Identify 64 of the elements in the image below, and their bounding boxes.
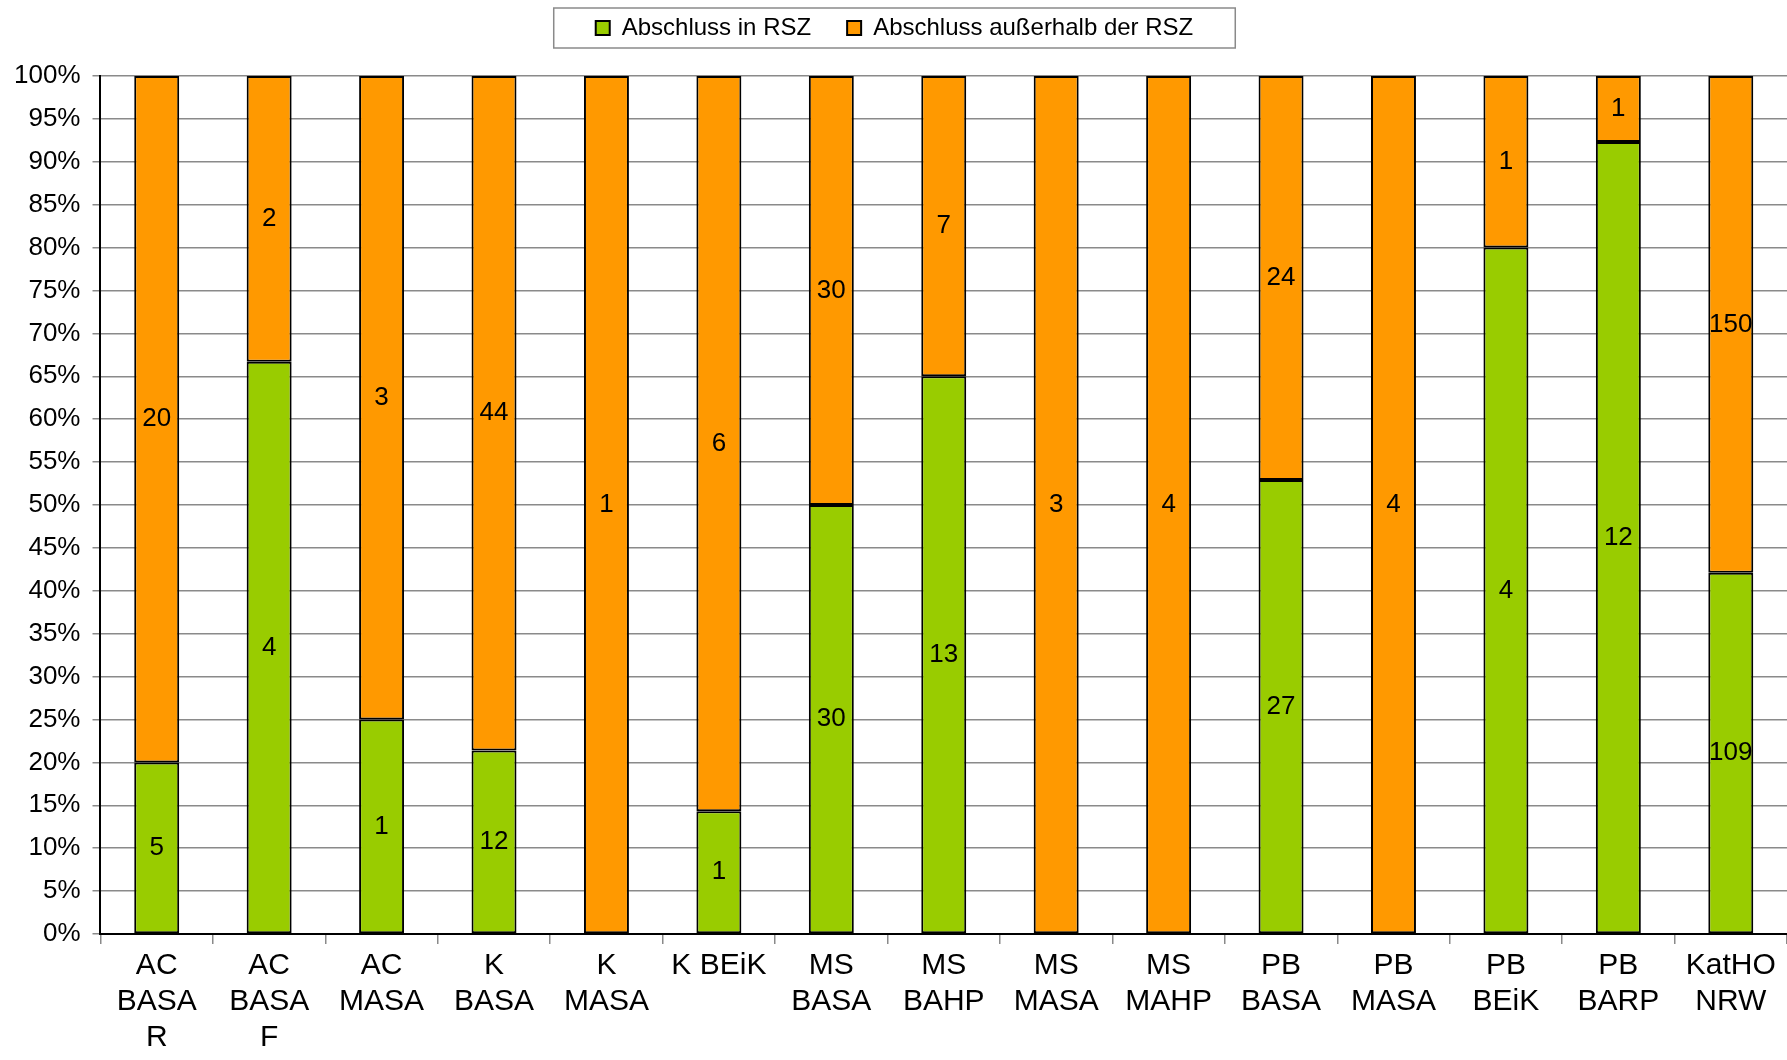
annotation: 3	[1048, 487, 1064, 518]
x-tick-label: MS BAHP	[902, 947, 985, 1017]
annotation: 1	[1611, 92, 1626, 123]
y-tick-label: 30%	[28, 659, 81, 690]
y-tick-label: 60%	[28, 402, 81, 433]
y-tick-label: 45%	[28, 531, 81, 562]
y-tick-label: 85%	[28, 187, 81, 218]
annotation: 12	[1603, 520, 1633, 551]
x-tick-label: AC BASA R	[116, 947, 197, 1053]
annotation: 30	[816, 273, 846, 304]
y-tick-label: 0%	[42, 917, 81, 948]
x-tick-label: K MASA	[563, 947, 649, 1017]
y-tick-label: 80%	[28, 230, 81, 261]
y-tick-label: 55%	[28, 445, 81, 476]
annotation: 1	[599, 487, 614, 518]
annotation: 1	[1498, 144, 1514, 175]
x-tick-label: PB BEiK	[1472, 947, 1540, 1017]
x-tick-label: MS MAHP	[1125, 947, 1212, 1017]
legend-label: Abschluss in RSZ	[621, 12, 812, 40]
annotation: 5	[149, 831, 164, 861]
x-tick-label: AC BASA F	[229, 947, 310, 1053]
x-tick-label: MS BASA	[791, 947, 872, 1017]
y-tick-label: 15%	[28, 788, 81, 819]
annotation: 13	[929, 637, 959, 668]
annotation: 109	[1709, 736, 1753, 767]
legend-label: Abschluss außerhalb der RSZ	[873, 12, 1194, 40]
annotation: 4	[261, 630, 277, 661]
y-tick-label: 100%	[14, 59, 81, 90]
annotation: 27	[1266, 689, 1296, 720]
y-tick-label: 65%	[28, 359, 81, 390]
y-tick-label: 90%	[28, 144, 81, 175]
x-tick-label: KatHO NRW	[1685, 947, 1776, 1017]
x-tick-label: AC MASA	[339, 947, 425, 1017]
y-tick-label: 70%	[28, 316, 81, 347]
x-tick-label: K BEiK	[671, 947, 767, 981]
annotation: 24	[1266, 261, 1296, 292]
x-tick-label: K BASA	[453, 947, 535, 1017]
annotation: 12	[479, 824, 509, 855]
annotation: 20	[142, 402, 172, 433]
y-tick-label: 20%	[28, 745, 81, 776]
annotation: 3	[374, 380, 389, 411]
annotation: 7	[936, 209, 951, 240]
x-tick-label: PB BASA	[1241, 947, 1322, 1017]
y-tick-label: 40%	[28, 573, 81, 604]
y-tick-label: 25%	[28, 702, 81, 733]
annotation: 1	[711, 855, 727, 886]
annotation: 150	[1709, 307, 1753, 338]
annotation: 4	[1161, 487, 1176, 518]
annotation: 6	[711, 426, 727, 457]
x-tick-label: MS MASA	[1013, 947, 1099, 1017]
y-tick-label: 10%	[28, 831, 81, 862]
y-tick-label: 95%	[28, 102, 81, 133]
x-tick-label: PB MASA	[1350, 947, 1436, 1017]
annotation: 4	[1498, 573, 1514, 604]
y-tick-label: 50%	[28, 488, 81, 519]
annotation: 2	[261, 202, 277, 233]
x-tick-label: PB BARP	[1577, 947, 1660, 1017]
y-tick-label: 5%	[42, 874, 81, 905]
y-tick-label: 75%	[28, 273, 81, 304]
annotation: 44	[479, 396, 509, 427]
y-tick-label: 35%	[28, 616, 81, 647]
annotation: 30	[816, 702, 846, 733]
annotation: 4	[1386, 487, 1401, 518]
annotation: 1	[374, 809, 389, 840]
